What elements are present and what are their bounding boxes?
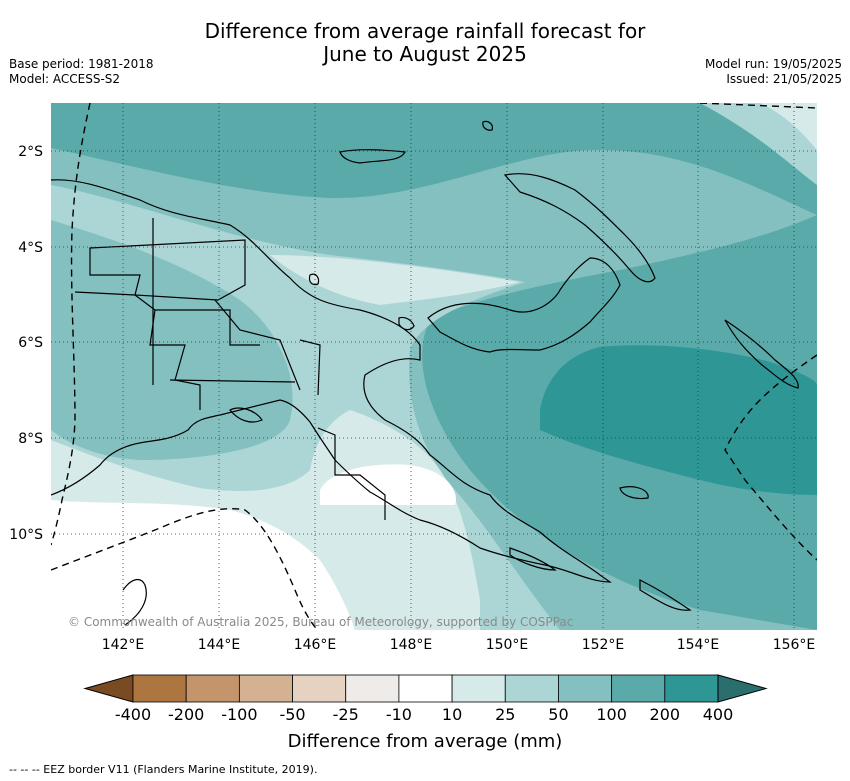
map-title: Difference from average rainfall forecas… (0, 20, 850, 66)
colorbar-segment (504, 674, 559, 703)
copyright-credit: © Commonwealth of Australia 2025, Bureau… (68, 615, 573, 629)
lon-label: 144°E (198, 637, 241, 653)
colorbar-title: Difference from average (mm) (287, 731, 563, 752)
eez-borders (51, 103, 817, 630)
latitude-labels: 2°S 4°S 6°S 8°S 10°S (9, 144, 43, 543)
colorbar-tick-label: -10 (385, 705, 412, 724)
colorbar-segment (238, 674, 293, 703)
model-run: Model run: 19/05/2025 (704, 57, 842, 71)
lat-label: 6°S (18, 335, 43, 351)
rainfall-field (51, 103, 817, 630)
eez-legend-note: -- -- -- EEZ border V11 (Flanders Marine… (9, 763, 318, 776)
colorbar-tick-label: 50 (548, 705, 569, 724)
colorbar-tick-label: 200 (649, 705, 681, 724)
lon-label: 156°E (773, 637, 816, 653)
longitude-labels: 142°E 144°E 146°E 148°E 150°E 152°E 154°… (102, 637, 816, 653)
issued-date: Issued: 21/05/2025 (726, 72, 842, 86)
lon-label: 146°E (294, 637, 337, 653)
colorbar-segment (345, 674, 400, 703)
colorbar-tick-label: -400 (114, 705, 152, 724)
colorbar-tick-label: -100 (221, 705, 258, 724)
colorbar-tick-label: 400 (702, 705, 734, 724)
model-name: Model: ACCESS-S2 (9, 72, 121, 86)
title-line-1: Difference from average rainfall forecas… (204, 19, 646, 43)
colorbar-segment (558, 674, 613, 703)
lon-label: 154°E (677, 637, 720, 653)
colorbar-segment (132, 674, 187, 703)
lon-label: 142°E (102, 637, 145, 653)
borders (74, 218, 386, 520)
base-period: Base period: 1981-2018 (9, 57, 154, 71)
lat-label: 8°S (18, 431, 43, 447)
colorbar-tick-label: -25 (332, 705, 359, 724)
colorbar-tick-label: -200 (168, 705, 205, 724)
colorbar-segment (664, 674, 719, 703)
colorbar-tick-label: 100 (596, 705, 627, 724)
coastlines (51, 120, 799, 626)
colorbar-arrow-low (83, 674, 134, 703)
colorbar-segment (451, 674, 506, 703)
lat-label: 10°S (9, 527, 43, 543)
meta-right: Model run: 19/05/2025 Issued: 21/05/2025 (705, 57, 842, 87)
lat-label: 4°S (18, 240, 43, 256)
title-line-2: June to August 2025 (323, 42, 527, 66)
meta-left: Base period: 1981-2018 Model: ACCESS-S2 (9, 57, 154, 87)
colorbar-tick-label: 10 (441, 705, 463, 724)
colorbar-tick-label: 25 (495, 705, 516, 724)
colorbar-tick-label: -50 (279, 705, 306, 724)
lon-label: 148°E (390, 637, 433, 653)
colorbar-arrow-high (717, 674, 768, 703)
colorbar-segment (292, 674, 347, 703)
colorbar-segment (398, 674, 453, 703)
colorbar-segment (611, 674, 666, 703)
colorbar-segment (185, 674, 240, 703)
lat-label: 2°S (18, 144, 43, 160)
lon-label: 152°E (582, 637, 625, 653)
colorbar (83, 674, 768, 703)
lon-label: 150°E (486, 637, 529, 653)
